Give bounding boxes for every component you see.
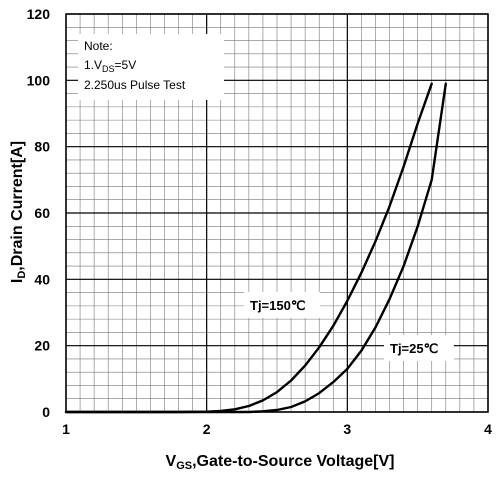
y-tick-label: 60 [34, 205, 50, 221]
x-tick-label: 3 [343, 421, 351, 437]
y-tick-labels: 0 20 40 60 80 100 120 [27, 6, 51, 420]
series-lines [64, 82, 447, 414]
series-line-1 [64, 82, 447, 414]
note-line1: 1.VDS=5V [84, 58, 136, 74]
series-label-150: Tj=150℃ [244, 292, 320, 318]
y-tick-label: 40 [34, 271, 50, 287]
y-tick-label: 80 [34, 139, 50, 155]
y-tick-label: 0 [42, 404, 50, 420]
y-axis-label: ID,Drain Current[A] [9, 141, 28, 283]
y-tick-label: 20 [34, 338, 50, 354]
series-label-25-text: Tj=25℃ [390, 341, 438, 356]
x-tick-label: 2 [203, 421, 211, 437]
x-tick-label: 1 [62, 421, 70, 437]
series-label-25: Tj=25℃ [384, 335, 454, 361]
y-tick-label: 100 [27, 72, 51, 88]
y-tick-label: 120 [27, 6, 51, 22]
plot-frame [65, 13, 489, 413]
note-title: Note: [84, 39, 113, 53]
note-box: Note: 1.VDS=5V 2.250us Pulse Test [78, 34, 224, 100]
x-tick-labels: 1 2 3 4 [62, 421, 492, 437]
x-axis-label: VGS,Gate-to-Source Voltage[V] [166, 453, 395, 472]
series-label-150-text: Tj=150℃ [250, 298, 305, 313]
x-tick-label: 4 [484, 421, 492, 437]
note-line2: 2.250us Pulse Test [84, 78, 186, 92]
